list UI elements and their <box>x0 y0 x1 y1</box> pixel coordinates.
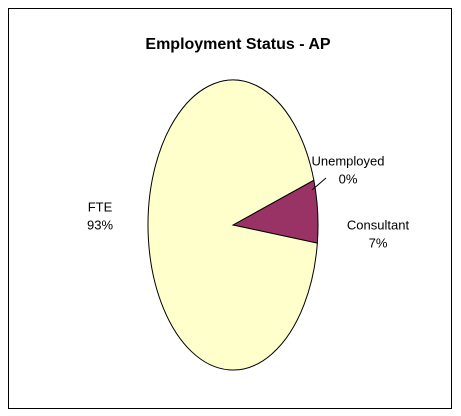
pie-slice <box>147 79 318 371</box>
slice-label-name: FTE <box>88 199 113 214</box>
chart-title: Employment Status - AP <box>145 36 331 53</box>
leader-line <box>311 177 327 191</box>
slice-label-name: Consultant <box>347 217 410 232</box>
slice-label-name: Unemployed <box>312 153 385 168</box>
slice-label-value: 7% <box>369 235 388 250</box>
slice-label-value: 0% <box>339 171 358 186</box>
slice-label-value: 93% <box>87 217 113 232</box>
